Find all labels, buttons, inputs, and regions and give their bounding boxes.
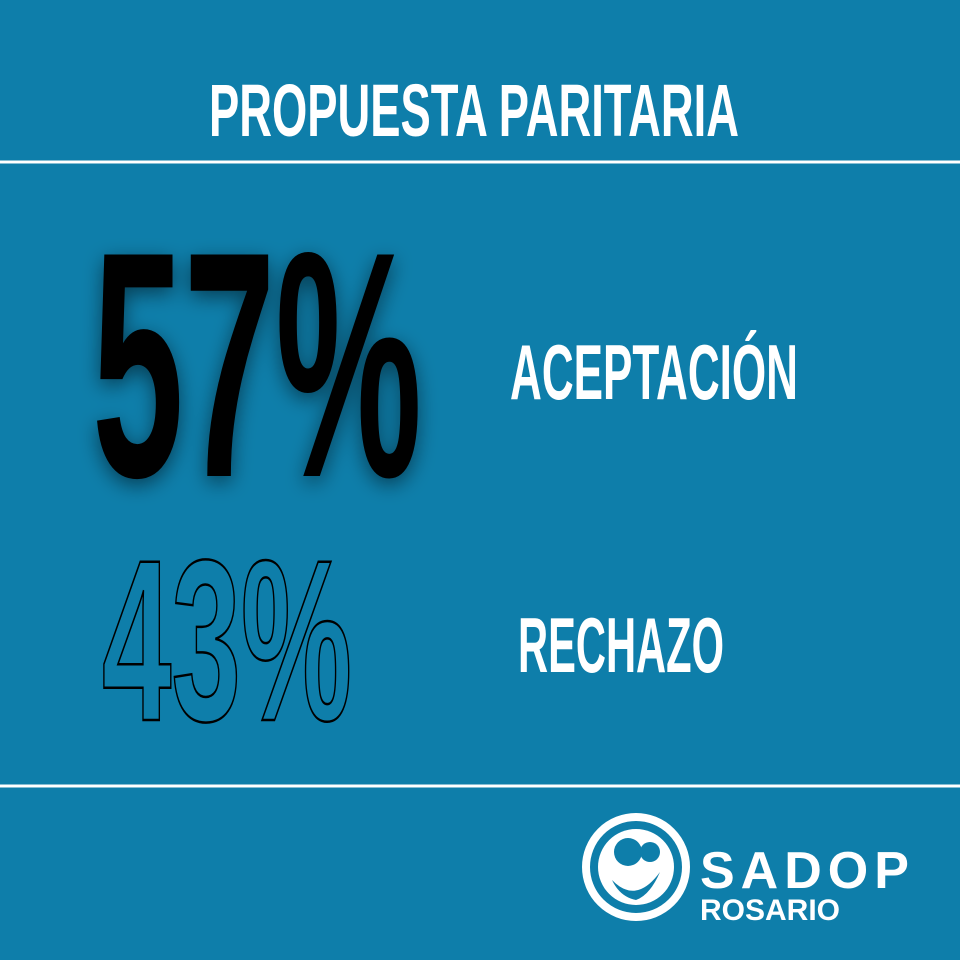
reject-label: RECHAZO — [518, 601, 724, 689]
logo-mark — [582, 813, 690, 921]
logo-name: SADOP — [700, 842, 915, 900]
accept-label: ACEPTACIÓN — [510, 328, 798, 416]
accept-percent: 57% — [92, 186, 422, 545]
title: PROPUESTA PARITARIA — [209, 69, 739, 152]
logo-subtitle: ROSARIO — [700, 894, 840, 927]
reject-percent: 43% — [102, 512, 352, 769]
